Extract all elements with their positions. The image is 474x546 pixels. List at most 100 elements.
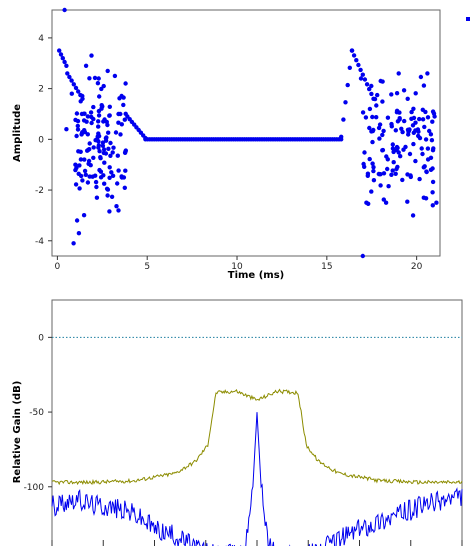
time-plot-marks	[57, 7, 439, 259]
signal-point	[405, 199, 410, 204]
signal-point	[103, 151, 109, 156]
y-tick-label: 0	[38, 135, 44, 145]
signal-point	[371, 127, 376, 133]
signal-point	[391, 160, 396, 165]
signal-point	[345, 82, 350, 88]
signal-point	[108, 140, 113, 146]
signal-point	[370, 139, 375, 145]
signal-point	[410, 123, 416, 128]
signal-point	[89, 120, 94, 126]
signal-point	[430, 166, 435, 171]
signal-point	[67, 74, 72, 80]
signal-point	[395, 164, 400, 170]
signal-point	[374, 115, 379, 120]
signal-point	[117, 96, 122, 101]
signal-point	[107, 165, 112, 170]
signal-point	[363, 115, 369, 120]
signal-point	[372, 96, 378, 102]
freq-y-axis-label: Relative Gain (dB)	[12, 381, 23, 484]
signal-point	[115, 181, 120, 186]
x-tick-label: 15	[321, 262, 332, 272]
signal-point	[385, 115, 391, 120]
signal-point	[74, 111, 80, 116]
x-tick-label: 0	[55, 262, 61, 272]
signal-point	[64, 127, 69, 132]
signal-point	[76, 89, 81, 94]
signal-point	[407, 151, 413, 157]
signal-point	[97, 167, 102, 173]
signal-point	[98, 156, 103, 161]
signal-point	[88, 110, 94, 115]
signal-point	[360, 72, 365, 77]
signal-point	[97, 149, 102, 154]
signal-point	[421, 83, 427, 88]
signal-point	[351, 53, 357, 58]
signal-point	[423, 137, 429, 142]
signal-point	[116, 168, 121, 173]
signal-point	[420, 151, 425, 157]
signal-point	[407, 127, 412, 132]
signal-point	[411, 141, 416, 147]
signal-point	[122, 185, 128, 190]
signal-point	[360, 110, 366, 115]
signal-point	[370, 161, 375, 166]
signal-point	[427, 128, 432, 134]
signal-point	[364, 82, 370, 87]
signal-point	[409, 109, 414, 115]
signal-point	[102, 181, 107, 186]
signal-point	[77, 163, 82, 168]
signal-point	[386, 184, 391, 189]
signal-point	[381, 197, 386, 202]
time-x-ticks: 0 5 10 15 20	[55, 256, 423, 272]
signal-point	[60, 56, 65, 61]
signal-point	[77, 186, 82, 191]
signal-point	[393, 171, 398, 176]
signal-point	[419, 146, 424, 151]
signal-point	[106, 130, 111, 135]
freq-plot-marks	[51, 336, 463, 546]
signal-point	[378, 183, 383, 188]
signal-point	[104, 135, 109, 140]
signal-point	[74, 165, 79, 171]
signal-point	[62, 7, 67, 13]
signal-point	[86, 161, 91, 166]
signal-point	[381, 171, 387, 176]
signal-point	[109, 194, 115, 199]
signal-point	[425, 115, 431, 120]
signal-point	[380, 99, 385, 104]
signal-point	[417, 116, 422, 122]
signal-point	[80, 178, 85, 183]
signal-point	[403, 144, 408, 150]
signal-point	[429, 138, 435, 143]
signal-point	[365, 171, 371, 176]
signal-point	[423, 196, 429, 201]
signal-point	[396, 71, 401, 76]
signal-point	[89, 114, 94, 120]
signal-point	[416, 133, 421, 139]
signal-point	[397, 117, 402, 122]
signal-point	[341, 117, 346, 122]
signal-point	[96, 124, 101, 129]
signal-point	[96, 76, 101, 81]
signal-point	[93, 138, 98, 143]
signal-point	[99, 103, 104, 108]
y-tick-label: -2	[35, 186, 44, 196]
signal-point	[410, 213, 416, 218]
signal-point	[58, 52, 64, 57]
signal-point	[107, 209, 112, 214]
signal-point	[110, 173, 116, 178]
spectrum-envelope-line	[51, 388, 463, 486]
signal-point	[57, 48, 62, 53]
signal-point	[105, 193, 110, 198]
signal-point	[71, 82, 77, 87]
signal-point	[85, 114, 91, 119]
signal-point	[78, 157, 84, 162]
signal-point	[104, 186, 110, 191]
signal-point	[91, 155, 96, 160]
signal-point	[434, 200, 439, 205]
signal-point	[80, 130, 85, 135]
y-tick-label: 4	[38, 34, 44, 44]
signal-point	[370, 114, 375, 120]
signal-point	[339, 134, 344, 139]
